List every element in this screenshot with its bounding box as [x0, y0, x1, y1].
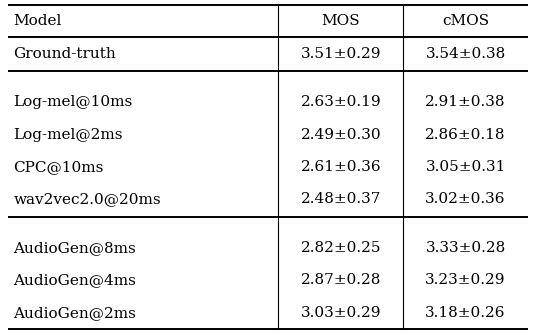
- Text: Log-mel@2ms: Log-mel@2ms: [13, 128, 123, 142]
- Text: 2.49±0.30: 2.49±0.30: [301, 128, 381, 142]
- Text: Log-mel@10ms: Log-mel@10ms: [13, 95, 132, 109]
- Text: CPC@10ms: CPC@10ms: [13, 160, 104, 174]
- Text: 3.23±0.29: 3.23±0.29: [426, 274, 506, 287]
- Text: 2.82±0.25: 2.82±0.25: [301, 241, 381, 255]
- Text: AudioGen@8ms: AudioGen@8ms: [13, 241, 136, 255]
- Text: 2.61±0.36: 2.61±0.36: [301, 160, 381, 174]
- Text: 3.02±0.36: 3.02±0.36: [426, 192, 506, 206]
- Text: cMOS: cMOS: [442, 14, 489, 28]
- Text: 2.91±0.38: 2.91±0.38: [426, 95, 506, 109]
- Text: 2.63±0.19: 2.63±0.19: [301, 95, 381, 109]
- Text: 2.87±0.28: 2.87±0.28: [301, 274, 381, 287]
- Text: Ground-truth: Ground-truth: [13, 47, 116, 60]
- Text: 3.51±0.29: 3.51±0.29: [301, 47, 381, 60]
- Text: 3.03±0.29: 3.03±0.29: [301, 306, 381, 320]
- Text: 3.18±0.26: 3.18±0.26: [426, 306, 506, 320]
- Text: 3.05±0.31: 3.05±0.31: [426, 160, 506, 174]
- Text: 2.48±0.37: 2.48±0.37: [301, 192, 381, 206]
- Text: AudioGen@2ms: AudioGen@2ms: [13, 306, 136, 320]
- Text: 2.86±0.18: 2.86±0.18: [426, 128, 506, 142]
- Text: 3.33±0.28: 3.33±0.28: [426, 241, 505, 255]
- Text: Model: Model: [13, 14, 62, 28]
- Text: MOS: MOS: [322, 14, 360, 28]
- Text: AudioGen@4ms: AudioGen@4ms: [13, 274, 136, 287]
- Text: 3.54±0.38: 3.54±0.38: [426, 47, 505, 60]
- Text: wav2vec2.0@20ms: wav2vec2.0@20ms: [13, 192, 161, 206]
